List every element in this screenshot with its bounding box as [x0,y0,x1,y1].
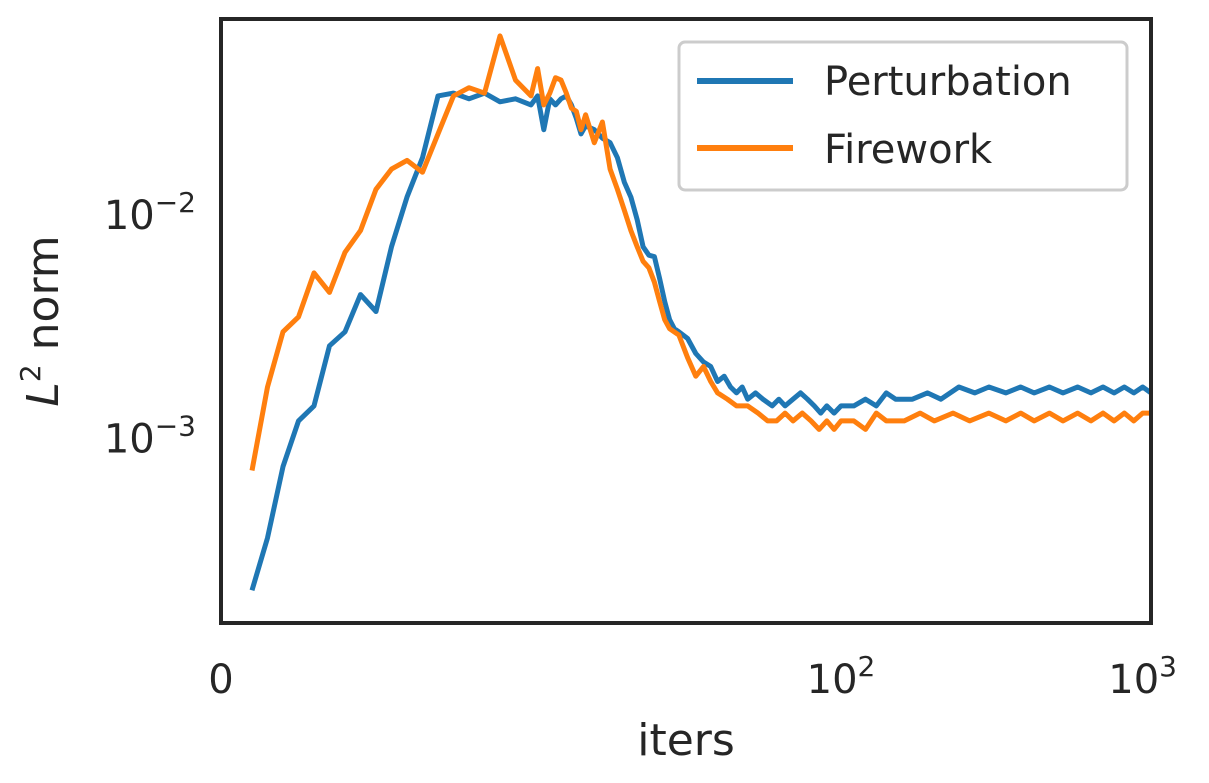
series-line-firework [249,33,1151,471]
legend: Perturbation Firework [677,40,1129,192]
y-axis-ticks: 10−3 10−2 [104,186,196,463]
plot-lines [249,33,1153,592]
x-tick-label: 102 [807,650,876,703]
x-axis-ticks: 0 102 103 [208,650,1177,703]
y-axis-title-base: L [18,382,69,407]
y-axis-title-sup: 2 [14,364,47,382]
x-tick-label: 103 [1108,650,1177,703]
legend-label-firework: Firework [824,127,993,173]
y-axis-title-rest: norm [18,235,69,364]
x-tick-label: 0 [208,657,233,703]
y-tick-label: 10−2 [104,186,196,239]
x-axis-title: iters [637,715,735,766]
y-axis-title: L2 norm [14,235,69,406]
legend-label-perturbation: Perturbation [824,59,1072,105]
plot-frame [219,17,1153,625]
y-tick-label: 10−3 [104,410,196,463]
